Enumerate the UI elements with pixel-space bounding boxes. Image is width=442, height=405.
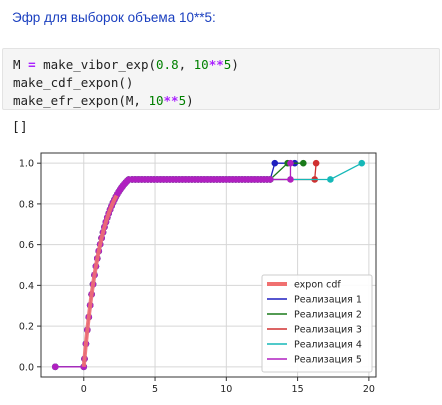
data-point: [287, 176, 294, 183]
x-tick-label: 5: [152, 384, 158, 395]
legend-label: Реализация 4: [294, 340, 362, 351]
data-point: [266, 176, 274, 183]
ecdf-chart: 0 5 10 15 20 0.0 0.2 0.4 0.6 0.8 1.0 expon cdf Реал…: [19, 152, 377, 395]
series-line: [55, 162, 295, 368]
plot-area: [51, 159, 366, 371]
data-point: [312, 159, 320, 167]
markdown-heading: Эфр для выборок объема 10**5:: [12, 10, 216, 25]
legend: expon cdf Реализация 1 Реализация 2 Реализа…: [261, 274, 373, 373]
series-1: [51, 159, 299, 371]
data-point: [299, 159, 307, 167]
legend-label: Реализация 1: [294, 295, 362, 306]
x-tick-label: 20: [363, 384, 375, 395]
data-point: [358, 159, 366, 167]
series-line: [55, 163, 292, 368]
y-tick-label: 0.4: [19, 281, 34, 292]
legend-label: Реализация 5: [294, 355, 362, 366]
y-tick-label: 0.6: [19, 240, 34, 251]
code-line: M = make_vibor_exp(0.8, 10**5): [13, 57, 239, 72]
x-tick-label: 0: [81, 384, 87, 395]
code-line: make_efr_expon(M, 10**5): [13, 93, 194, 108]
legend-label: Реализация 3: [294, 325, 362, 336]
legend-box: [261, 274, 373, 373]
legend-label: Реализация 2: [294, 310, 362, 321]
y-tick-label: 0.2: [19, 322, 34, 333]
code-cell[interactable]: M = make_vibor_exp(0.8, 10**5) make_cdf_…: [2, 48, 440, 110]
y-tick-label: 0.0: [19, 362, 34, 373]
x-tick-label: 15: [292, 384, 304, 395]
y-tick-label: 0.8: [19, 199, 34, 210]
cell-output-text: []: [12, 120, 28, 135]
grid-lines: [41, 153, 376, 377]
data-point: [287, 159, 294, 167]
expon-cdf-line: [81, 194, 119, 367]
legend-label: expon cdf: [294, 280, 341, 291]
x-tick-label: 10: [220, 384, 232, 395]
data-point: [327, 176, 334, 183]
tick-labels: 0 5 10 15 20 0.0 0.2 0.4 0.6 0.8 1.0: [19, 159, 375, 395]
code-line: make_cdf_expon(): [13, 75, 134, 90]
data-point: [271, 159, 279, 167]
data-point: [51, 363, 59, 371]
y-tick-label: 1.0: [19, 159, 34, 170]
axes-frame: [40, 152, 377, 378]
